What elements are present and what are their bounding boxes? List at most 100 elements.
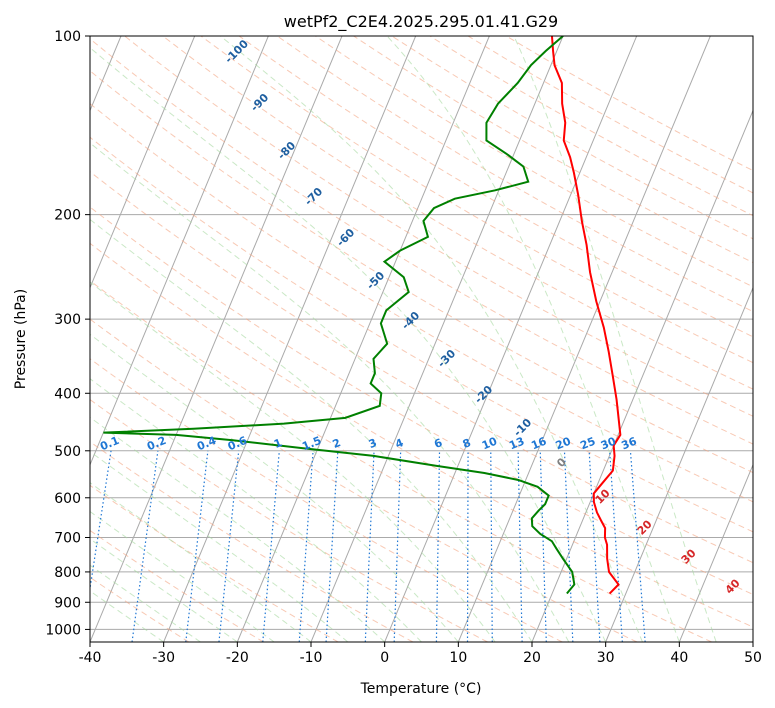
dry-adiabat-line bbox=[90, 136, 753, 533]
moist-adiabat-line bbox=[90, 482, 312, 642]
chart-title: wetPf2_C2E4.2025.295.01.41.G29 bbox=[284, 12, 558, 32]
dry-adiabat-line bbox=[90, 280, 712, 642]
dry-adiabat-label: 40 bbox=[723, 576, 743, 596]
dry-adiabat-line bbox=[90, 206, 753, 595]
x-tick-label: 20 bbox=[523, 650, 541, 666]
isotherm-line bbox=[90, 36, 196, 290]
isotherm-line bbox=[384, 36, 638, 642]
dry-adiabat-label: -80 bbox=[275, 139, 298, 162]
dewpoint-profile-line bbox=[103, 36, 576, 595]
isotherm-line bbox=[457, 36, 711, 642]
dry-adiabat-label: -30 bbox=[435, 347, 458, 370]
dry-adiabat-line bbox=[315, 36, 753, 288]
dry-adiabat-line bbox=[90, 242, 753, 628]
dry-adiabat-line bbox=[505, 36, 753, 172]
mixing-ratio-line bbox=[393, 450, 402, 642]
dry-adiabat-line bbox=[90, 398, 488, 642]
y-tick-label: 400 bbox=[54, 386, 81, 402]
moist-adiabat-line bbox=[90, 281, 496, 642]
mixing-ratio-label: 16 bbox=[529, 435, 548, 453]
y-tick-label: 900 bbox=[54, 595, 81, 611]
mixing-ratio-label: 36 bbox=[620, 435, 639, 453]
mixing-ratio-label: 8 bbox=[461, 436, 473, 451]
dry-adiabat-label: 20 bbox=[635, 517, 655, 537]
x-axis-label: Temperature (°C) bbox=[360, 681, 482, 697]
dry-adiabat-line bbox=[90, 529, 264, 642]
dry-adiabat-label: 30 bbox=[679, 546, 699, 566]
dry-adiabat-line bbox=[238, 36, 753, 338]
moist-adiabat-line bbox=[90, 333, 459, 642]
mixing-ratio-line bbox=[298, 450, 314, 642]
isotherm-line bbox=[531, 109, 753, 642]
isotherm-line bbox=[236, 36, 490, 642]
dry-adiabat-line bbox=[90, 70, 753, 474]
mixing-ratio-label: 30 bbox=[599, 435, 618, 453]
x-tick-label: -40 bbox=[79, 650, 102, 666]
dry-adiabat-label: -90 bbox=[248, 91, 271, 114]
x-tick-label: 10 bbox=[449, 650, 467, 666]
y-tick-label: 1000 bbox=[45, 622, 81, 638]
y-tick-label: 500 bbox=[54, 444, 81, 460]
moist-adiabat-line bbox=[90, 590, 164, 642]
dry-adiabat-line bbox=[276, 36, 753, 313]
moist-adiabat-line bbox=[90, 510, 275, 642]
plot-frame bbox=[89, 35, 754, 643]
moist-adiabat-line bbox=[90, 142, 570, 642]
mixing-ratio-line bbox=[588, 450, 601, 642]
isotherm-line bbox=[605, 286, 753, 642]
y-tick-label: 200 bbox=[54, 208, 81, 224]
dry-adiabat-label: -60 bbox=[334, 226, 357, 249]
isotherm-line bbox=[163, 36, 417, 642]
temperature-profile-line bbox=[550, 36, 622, 595]
x-tick-label: 30 bbox=[597, 650, 615, 666]
x-tick-label: 0 bbox=[380, 650, 389, 666]
dry-adiabat-line bbox=[429, 36, 753, 217]
mixing-ratio-line bbox=[185, 450, 209, 642]
y-tick-label: 700 bbox=[54, 531, 81, 547]
x-tick-label: -10 bbox=[300, 650, 323, 666]
y-axis-label: Pressure (hPa) bbox=[13, 289, 29, 389]
mixing-ratio-label: 1 bbox=[272, 436, 284, 451]
x-tick-label: 40 bbox=[670, 650, 688, 666]
isotherm-line bbox=[752, 640, 753, 642]
mixing-ratio-line bbox=[609, 450, 623, 642]
mixing-ratio-label: 13 bbox=[507, 435, 526, 453]
dry-adiabat-label: -10 bbox=[511, 416, 534, 439]
dry-adiabat-line bbox=[90, 38, 753, 445]
dry-adiabat-line bbox=[124, 36, 753, 417]
moist-adiabat-line bbox=[90, 564, 201, 642]
moist-adiabat-line bbox=[386, 36, 680, 642]
dry-adiabat-line bbox=[90, 171, 753, 564]
y-tick-label: 600 bbox=[54, 491, 81, 507]
dry-adiabat-line bbox=[90, 358, 563, 642]
mixing-ratio-label: 25 bbox=[578, 435, 597, 453]
dry-adiabat-line bbox=[200, 36, 753, 364]
dry-adiabat-line bbox=[90, 441, 414, 642]
isotherm-line bbox=[310, 36, 564, 642]
mixing-ratio-label: 10 bbox=[480, 435, 499, 453]
mixing-ratio-label: 2 bbox=[331, 436, 343, 451]
mixing-ratio-line bbox=[131, 450, 159, 642]
isotherm-line bbox=[90, 36, 269, 467]
grid-layer bbox=[90, 36, 753, 642]
mixing-ratio-line bbox=[90, 450, 112, 593]
x-tick-label: -20 bbox=[226, 650, 249, 666]
moist-adiabat-line bbox=[90, 47, 607, 642]
moist-adiabat-line bbox=[513, 36, 717, 642]
mixing-ratio-line bbox=[490, 450, 493, 642]
moist-adiabat-line bbox=[90, 416, 386, 642]
y-tick-label: 800 bbox=[54, 565, 81, 581]
dry-adiabat-label: -40 bbox=[399, 309, 422, 332]
dry-adiabat-line bbox=[90, 484, 339, 642]
mixing-ratio-label: 20 bbox=[554, 435, 573, 453]
moist-adiabat-line bbox=[90, 450, 349, 642]
dry-adiabat-label: -20 bbox=[472, 383, 495, 406]
y-tick-label: 100 bbox=[54, 29, 81, 45]
dry-adiabat-label: -70 bbox=[302, 185, 325, 208]
moist-adiabat-line bbox=[90, 218, 533, 642]
dry-adiabat-line bbox=[90, 318, 638, 642]
mixing-ratio-label: 4 bbox=[393, 436, 405, 451]
mixing-ratio-line bbox=[218, 450, 240, 642]
mixing-ratio-line bbox=[539, 450, 547, 642]
